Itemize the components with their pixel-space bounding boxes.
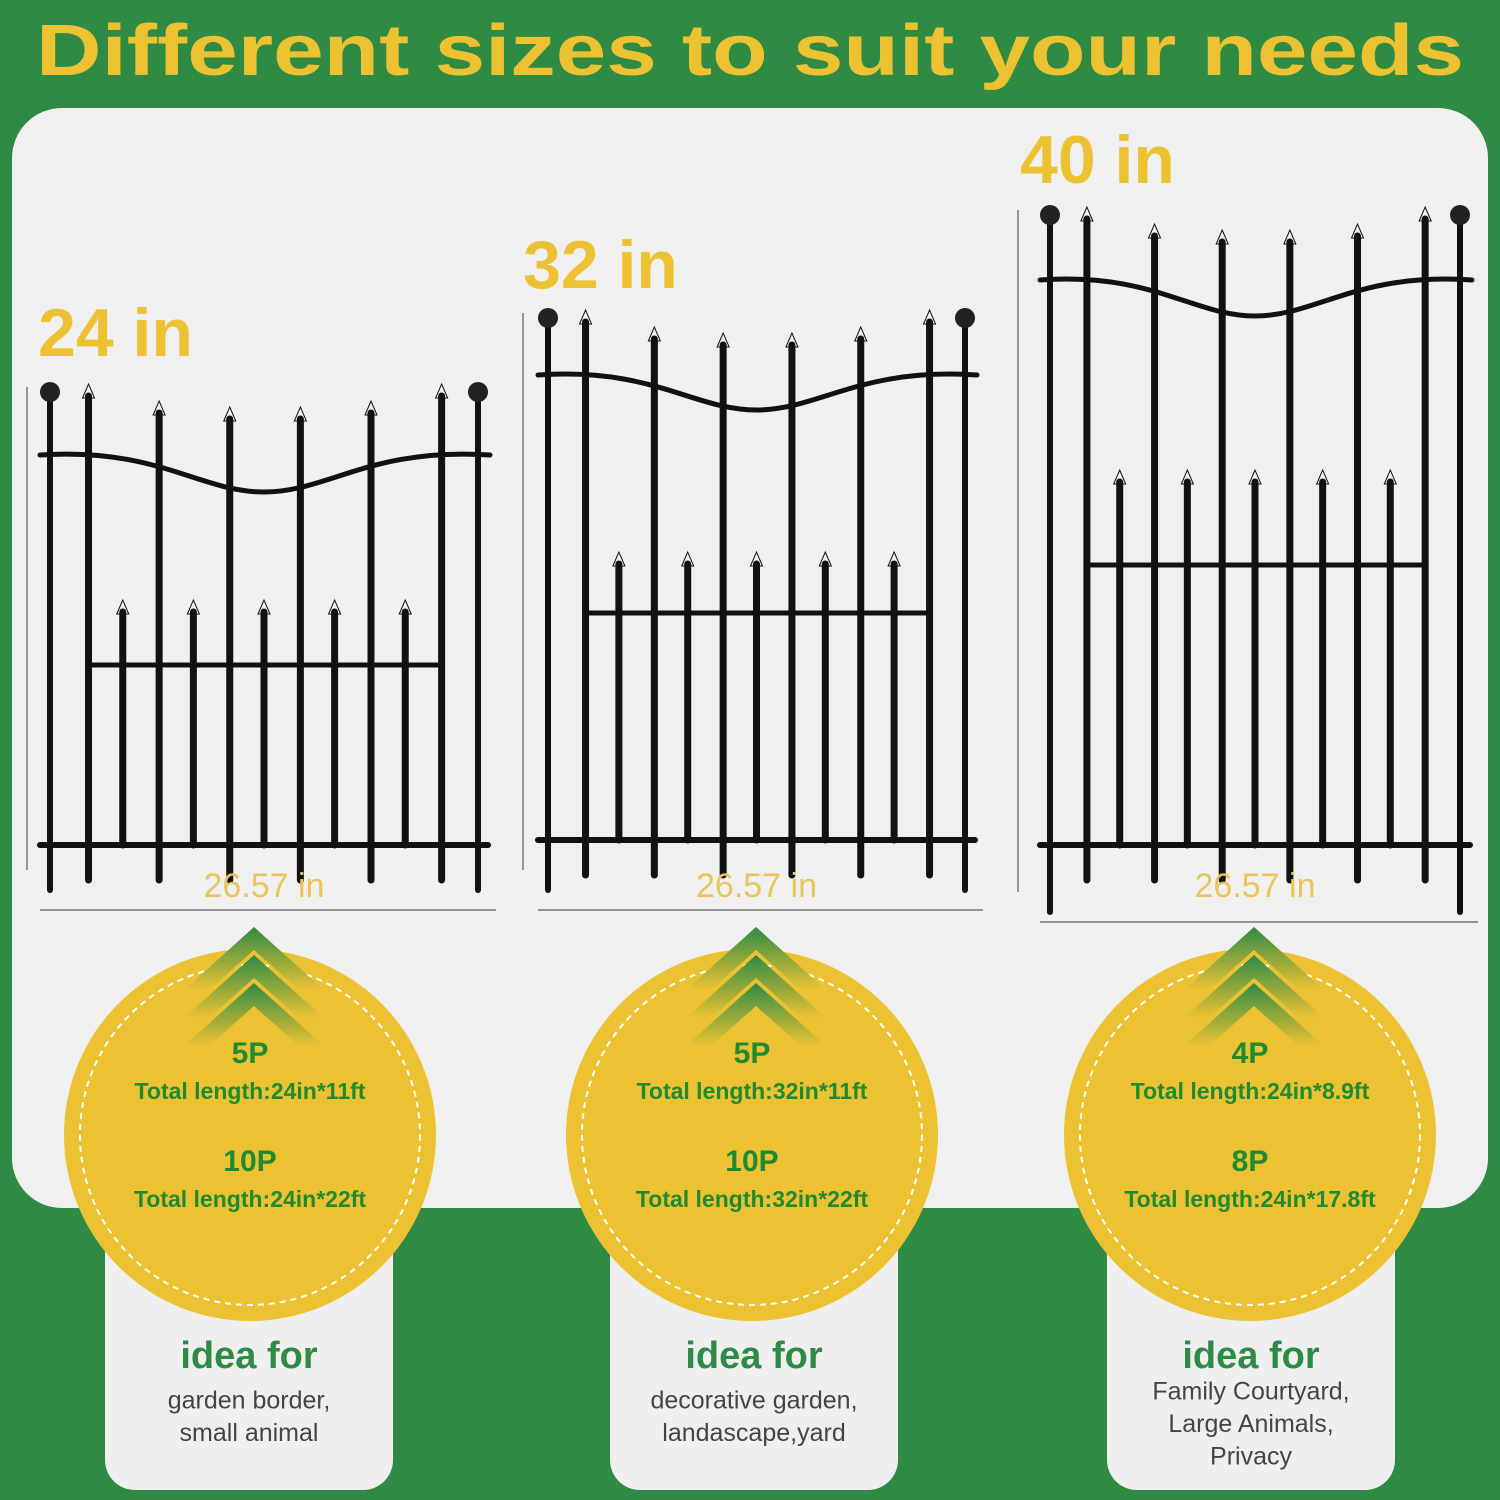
picket-tip bbox=[434, 382, 449, 399]
width-label: 26.57 in bbox=[204, 867, 325, 905]
chevron bbox=[686, 955, 826, 1018]
pack-count: 10P bbox=[223, 1145, 276, 1178]
height-label: 24 in bbox=[38, 295, 193, 371]
idea-line: landascape,yard bbox=[662, 1419, 845, 1447]
badge bbox=[64, 949, 436, 1321]
width-label: 26.57 in bbox=[696, 867, 817, 905]
picket-tip bbox=[1147, 222, 1162, 239]
chevron bbox=[184, 927, 324, 990]
picket-tip bbox=[152, 399, 166, 416]
idea-title: idea for bbox=[1182, 1335, 1319, 1377]
picket-tip bbox=[785, 331, 799, 348]
chevron bbox=[686, 983, 826, 1046]
idea-title: idea for bbox=[180, 1335, 317, 1377]
idea-line: Large Animals, bbox=[1168, 1410, 1333, 1438]
chevron bbox=[686, 927, 826, 990]
picket-tip bbox=[1418, 205, 1432, 222]
pack-total: Total length:32in*22ft bbox=[636, 1186, 868, 1212]
height-label: 40 in bbox=[1020, 122, 1175, 198]
pack-total: Total length:24in*8.9ft bbox=[1131, 1078, 1370, 1104]
badge-ring bbox=[581, 964, 923, 1306]
idea-line: Family Courtyard, bbox=[1152, 1378, 1349, 1406]
picket-tip bbox=[818, 550, 833, 567]
chevron bbox=[184, 955, 324, 1018]
picket-tip bbox=[1283, 228, 1297, 245]
fence bbox=[37, 382, 493, 893]
fence bbox=[1037, 205, 1475, 915]
badge-ring bbox=[79, 964, 421, 1306]
picket-tip bbox=[1315, 468, 1330, 485]
chevron bbox=[1184, 983, 1324, 1046]
picket-tip bbox=[116, 598, 130, 615]
chevron bbox=[184, 983, 324, 1046]
picket-tip bbox=[612, 550, 626, 567]
idea-line: small animal bbox=[180, 1419, 319, 1447]
top-rail bbox=[1037, 276, 1475, 319]
chevron bbox=[1184, 955, 1324, 1018]
badge-ring bbox=[1079, 964, 1421, 1306]
picket-tip bbox=[1248, 468, 1262, 485]
picket-tip bbox=[327, 598, 342, 615]
picket-tip bbox=[853, 325, 868, 342]
picket-tip bbox=[1383, 468, 1398, 485]
pack-count: 5P bbox=[232, 1037, 269, 1070]
post-ball bbox=[468, 382, 488, 402]
picket-tip bbox=[398, 598, 412, 615]
picket-tip bbox=[257, 598, 271, 615]
pack-total: Total length:24in*17.8ft bbox=[1124, 1186, 1376, 1212]
picket-tip bbox=[186, 598, 201, 615]
title: Different sizes to suit your needs bbox=[36, 11, 1464, 91]
panel bbox=[12, 108, 1488, 1208]
pack-total: Total length:32in*11ft bbox=[637, 1078, 868, 1104]
picket-tip bbox=[81, 382, 96, 399]
picket-tip bbox=[887, 550, 901, 567]
post-ball bbox=[955, 308, 975, 328]
badge bbox=[566, 949, 938, 1321]
top-rail bbox=[37, 451, 493, 495]
picket-tip bbox=[716, 331, 730, 348]
pack-count: 5P bbox=[734, 1037, 771, 1070]
post-ball bbox=[1450, 205, 1470, 225]
pack-count: 8P bbox=[1232, 1145, 1269, 1178]
idea-line: garden border, bbox=[168, 1387, 331, 1415]
picket-tip bbox=[364, 399, 378, 416]
post-ball bbox=[40, 382, 60, 402]
picket-tip bbox=[578, 308, 593, 325]
width-label: 26.57 in bbox=[1195, 867, 1316, 905]
picket-tip bbox=[647, 325, 662, 342]
picket-tip bbox=[680, 550, 695, 567]
top-rail bbox=[535, 371, 980, 413]
picket-tip bbox=[1112, 468, 1127, 485]
badge bbox=[1064, 949, 1436, 1321]
pack-total: Total length:24in*22ft bbox=[134, 1186, 366, 1212]
chevron bbox=[1184, 927, 1324, 990]
picket-tip bbox=[1350, 222, 1365, 239]
picket-tip bbox=[1215, 228, 1229, 245]
idea-title: idea for bbox=[685, 1335, 822, 1377]
idea-line: Privacy bbox=[1210, 1443, 1292, 1471]
pack-total: Total length:24in*11ft bbox=[135, 1078, 366, 1104]
idea-line: decorative garden, bbox=[650, 1387, 857, 1415]
picket-tip bbox=[922, 308, 937, 325]
height-label: 32 in bbox=[523, 227, 678, 303]
post-ball bbox=[1040, 205, 1060, 225]
post-ball bbox=[538, 308, 558, 328]
picket-tip bbox=[293, 405, 308, 422]
pack-count: 4P bbox=[1232, 1037, 1269, 1070]
fence bbox=[535, 308, 980, 893]
picket-tip bbox=[223, 405, 237, 422]
picket-tip bbox=[749, 550, 764, 567]
picket-tip bbox=[1180, 468, 1195, 485]
picket-tip bbox=[1080, 205, 1094, 222]
pack-count: 10P bbox=[725, 1145, 778, 1178]
